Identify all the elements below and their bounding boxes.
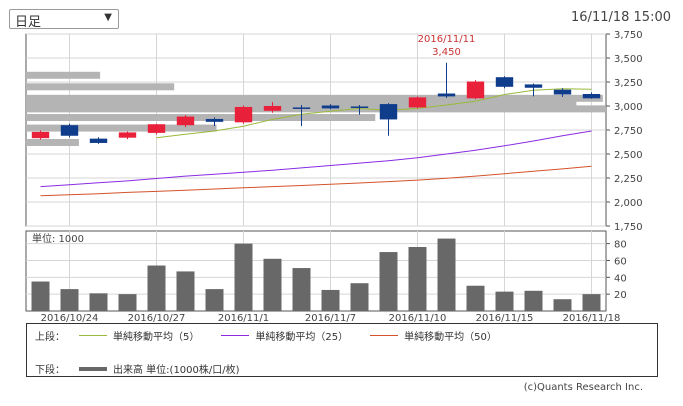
volume-profile-bar bbox=[26, 124, 217, 132]
copyright: (c)Quants Research Inc. bbox=[523, 382, 643, 393]
period-select[interactable]: 日足 ▼ bbox=[9, 9, 119, 30]
candle-body bbox=[147, 124, 166, 133]
volume-bar bbox=[176, 271, 195, 311]
candle-body bbox=[176, 116, 195, 126]
candle-body bbox=[118, 132, 137, 138]
volume-bar bbox=[379, 252, 398, 311]
x-tick-label: 2016/11/15 bbox=[476, 313, 534, 324]
candle-body bbox=[553, 89, 572, 95]
ma25-label: 単純移動平均（25） bbox=[255, 332, 349, 343]
price-y-tick-label: 2,750 bbox=[614, 126, 643, 137]
volume-bar bbox=[205, 289, 224, 311]
volume-bar bbox=[263, 258, 282, 311]
candle-body bbox=[31, 131, 50, 139]
legend-lower-prefix: 下段： bbox=[35, 365, 65, 376]
ma25-swatch bbox=[221, 335, 250, 336]
candle-body bbox=[234, 106, 253, 123]
volume-panel-frame bbox=[25, 230, 607, 312]
price-y-tick-label: 2,250 bbox=[614, 174, 643, 185]
volume-bar bbox=[31, 281, 50, 311]
ma50-swatch bbox=[370, 335, 399, 336]
price-y-tick-label: 1,750 bbox=[614, 222, 643, 233]
volume-bar bbox=[147, 265, 166, 311]
ma50-line bbox=[40, 165, 592, 197]
volume-y-tick-label: 20 bbox=[614, 290, 627, 301]
candle-body bbox=[60, 125, 79, 136]
candle-body bbox=[292, 107, 311, 109]
legend-lower-row: 下段： 出来高 単位:(1000株/口/枚) bbox=[35, 361, 262, 376]
price-y-tick-label: 3,500 bbox=[614, 54, 643, 65]
candle-body bbox=[205, 118, 224, 122]
chevron-down-icon: ▼ bbox=[104, 12, 112, 23]
volume-profile-bar bbox=[26, 138, 79, 146]
candle-body bbox=[350, 106, 369, 108]
legend-upper-row: 上段： 単純移動平均（5） 単純移動平均（25） 単純移動平均（50） bbox=[35, 328, 519, 343]
candle-body bbox=[524, 84, 543, 88]
price-y-tick-label: 2,500 bbox=[614, 150, 643, 161]
ma5-label: 単純移動平均（5） bbox=[113, 332, 200, 343]
volume-y-tick-label: 80 bbox=[614, 240, 627, 251]
annotation-date: 2016/11/11 bbox=[418, 34, 476, 45]
volume-bar bbox=[118, 294, 137, 311]
x-tick-label: 2016/11/1 bbox=[218, 313, 269, 324]
x-tick-label: 2016/11/7 bbox=[305, 313, 356, 324]
volume-profile-bar bbox=[26, 83, 175, 91]
volume-profile-bar bbox=[26, 99, 577, 107]
legend-item-ma5: 単純移動平均（5） bbox=[79, 328, 199, 343]
candle-body bbox=[379, 104, 398, 120]
volume-bar bbox=[582, 294, 601, 311]
price-y-tick-label: 2,000 bbox=[614, 198, 643, 209]
volume-profile-bar bbox=[26, 94, 603, 102]
volume-bar bbox=[437, 238, 456, 311]
x-tick-label: 2016/11/10 bbox=[389, 313, 447, 324]
legend-upper-prefix: 上段： bbox=[35, 332, 65, 343]
volume-y-tick-label: 40 bbox=[614, 273, 627, 284]
timestamp: 16/11/18 15:00 bbox=[571, 10, 671, 25]
volume-bar bbox=[408, 247, 427, 311]
legend-item-ma25: 単純移動平均（25） bbox=[221, 328, 348, 343]
volume-y-tick-label: 60 bbox=[614, 256, 627, 267]
ma5-line bbox=[156, 88, 592, 139]
volume-profile-bar bbox=[26, 71, 101, 79]
volume-bar bbox=[234, 243, 253, 311]
ma50-label: 単純移動平均（50） bbox=[404, 332, 497, 343]
price-y-tick-label: 3,750 bbox=[614, 30, 643, 41]
volume-swatch bbox=[79, 366, 107, 371]
legend-item-ma50: 単純移動平均（50） bbox=[370, 328, 497, 343]
price-y-tick-label: 3,250 bbox=[614, 78, 643, 89]
volume-profile-bar bbox=[26, 105, 606, 113]
x-tick-label: 2016/11/18 bbox=[563, 313, 621, 324]
volume-profile-bar bbox=[26, 114, 376, 122]
period-select-value: 日足 bbox=[15, 15, 42, 30]
legend: 上段： 単純移動平均（5） 単純移動平均（25） 単純移動平均（50） 下段： … bbox=[26, 323, 658, 377]
candle-body bbox=[321, 105, 340, 109]
candle-body bbox=[89, 138, 108, 143]
x-tick-label: 2016/10/27 bbox=[128, 313, 186, 324]
candle-body bbox=[582, 94, 601, 99]
candle-body bbox=[466, 81, 485, 99]
volume-bar bbox=[60, 289, 79, 311]
candle-body bbox=[495, 77, 514, 87]
volume-unit-label: 単位: 1000 bbox=[32, 232, 84, 245]
candle-body bbox=[263, 106, 282, 111]
volume-bar bbox=[89, 293, 108, 311]
x-tick-label: 2016/10/24 bbox=[41, 313, 99, 324]
volume-bar bbox=[292, 268, 311, 311]
candle-body bbox=[408, 97, 427, 108]
annotation-value: 3,450 bbox=[432, 47, 461, 58]
legend-item-volume: 出来高 単位:(1000株/口/枚) bbox=[79, 361, 240, 376]
price-y-tick-label: 3,000 bbox=[614, 102, 643, 113]
volume-bar bbox=[350, 283, 369, 311]
candle-body bbox=[437, 93, 456, 97]
volume-label: 出来高 単位:(1000株/口/枚) bbox=[113, 365, 240, 376]
volume-bar bbox=[495, 291, 514, 311]
volume-bar bbox=[321, 289, 340, 311]
volume-bar bbox=[553, 299, 572, 311]
ma25-line bbox=[40, 130, 592, 188]
volume-bar bbox=[466, 285, 485, 311]
ma5-swatch bbox=[79, 335, 107, 336]
volume-bar bbox=[524, 290, 543, 311]
